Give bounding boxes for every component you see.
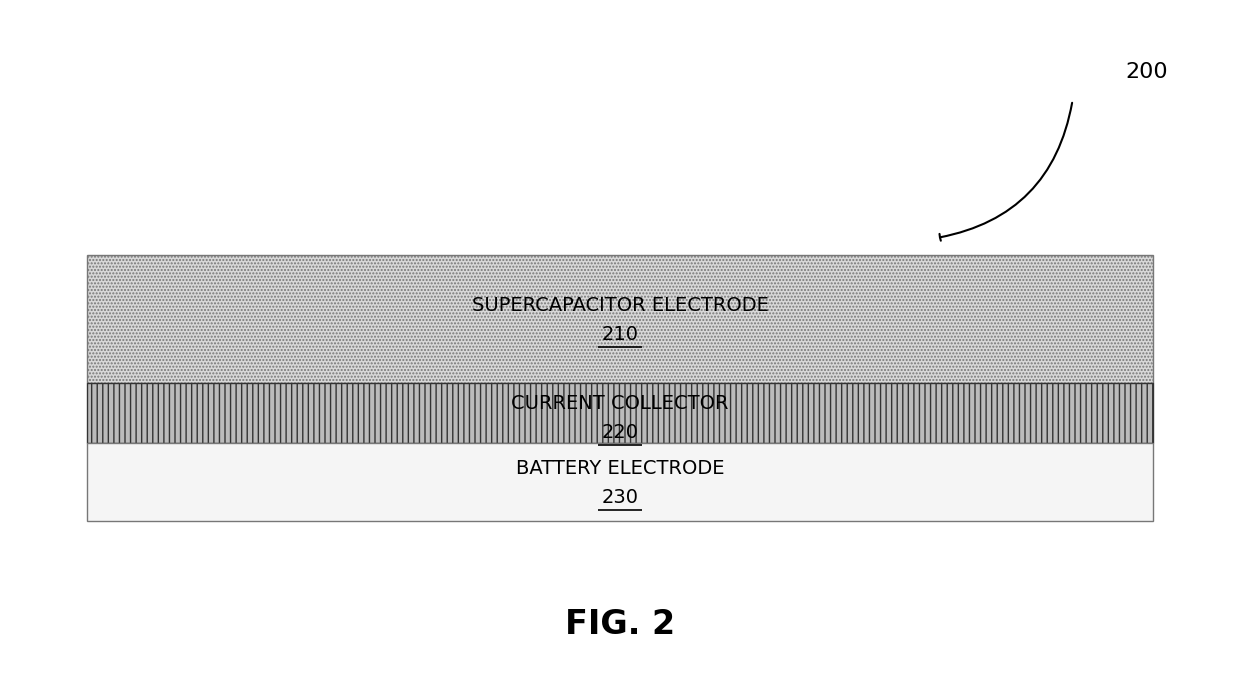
Bar <box>87 255 1153 383</box>
Text: FIG. 2: FIG. 2 <box>565 608 675 641</box>
Text: BATTERY ELECTRODE: BATTERY ELECTRODE <box>516 459 724 477</box>
Bar <box>87 443 1153 521</box>
Text: CURRENT COLLECTOR: CURRENT COLLECTOR <box>511 395 729 413</box>
Text: 220: 220 <box>601 423 639 442</box>
Bar <box>87 383 1153 443</box>
Text: SUPERCAPACITOR ELECTRODE: SUPERCAPACITOR ELECTRODE <box>471 296 769 315</box>
Text: 210: 210 <box>601 325 639 344</box>
Text: 200: 200 <box>1126 63 1168 82</box>
Text: 230: 230 <box>601 488 639 506</box>
